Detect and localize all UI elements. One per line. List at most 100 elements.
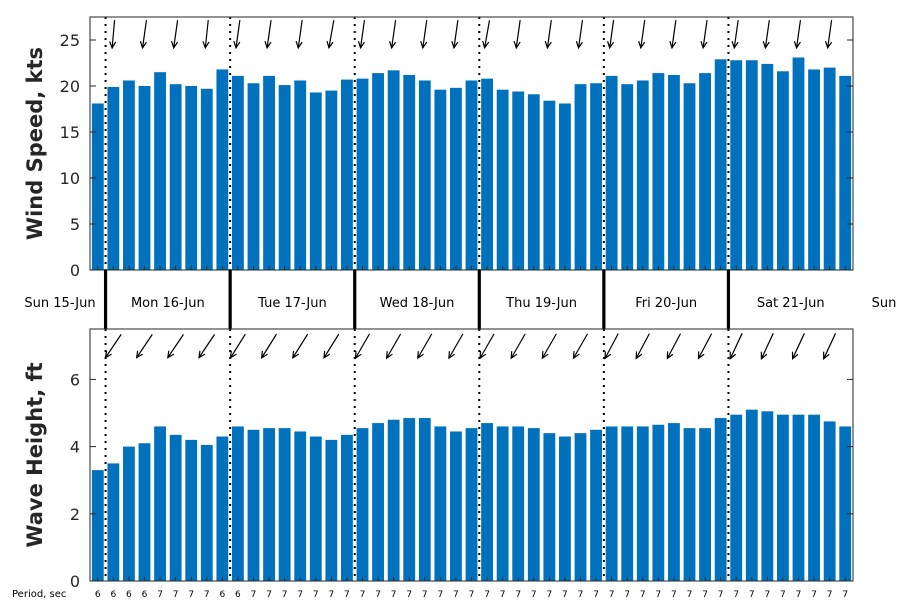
- period-value: 7: [702, 590, 708, 600]
- wave-bar: [107, 463, 120, 581]
- wind-bar: [574, 84, 587, 270]
- wave-bar: [294, 431, 307, 581]
- wind-bar: [200, 88, 213, 270]
- wind-bar: [652, 73, 665, 271]
- wave-direction-arrow: [479, 333, 495, 360]
- period-value: 7: [344, 590, 350, 600]
- period-value: 7: [282, 590, 288, 600]
- period-value: 7: [266, 590, 272, 600]
- wave-direction-arrow: [229, 333, 246, 360]
- wave-bar: [839, 426, 852, 581]
- period-value: 7: [469, 590, 475, 600]
- wind-y-axis-label: Wind Speed, kts: [23, 47, 47, 240]
- day-label: Sun: [872, 296, 897, 311]
- wave-bar: [325, 439, 338, 581]
- wave-bar: [823, 421, 836, 581]
- period-value: 7: [624, 590, 630, 600]
- wave-direction-arrow: [385, 333, 402, 360]
- period-value: 7: [437, 590, 443, 600]
- period-value: 7: [640, 590, 646, 600]
- wave-bar: [527, 428, 540, 581]
- period-value: 7: [687, 590, 693, 600]
- wind-direction-arrow: [575, 20, 584, 50]
- wind-bar: [699, 73, 711, 271]
- wind-bar: [216, 69, 229, 270]
- wind-direction-arrow: [606, 20, 615, 50]
- wave-y-tick-label: 2: [70, 505, 80, 524]
- wind-bar: [621, 84, 634, 270]
- wind-bar: [730, 60, 743, 270]
- wave-bar: [418, 418, 431, 581]
- wave-direction-arrow: [823, 333, 837, 360]
- period-value: 7: [204, 590, 210, 600]
- wind-y-tick-label: 5: [70, 215, 80, 234]
- wind-bar: [418, 80, 431, 270]
- wind-bar: [823, 67, 836, 270]
- period-value: 7: [546, 590, 552, 600]
- period-value: 7: [733, 590, 739, 600]
- period-value: 7: [796, 590, 802, 600]
- day-label: Fri 20-Jun: [635, 296, 697, 311]
- wave-bar: [730, 414, 743, 581]
- wave-bar: [777, 414, 789, 581]
- wave-direction-arrow: [135, 334, 153, 359]
- wind-bar: [232, 75, 244, 270]
- wave-direction-arrow: [104, 334, 122, 359]
- period-value: 7: [562, 590, 568, 600]
- wind-bar: [450, 87, 462, 270]
- wave-bar: [481, 423, 493, 581]
- day-label: Wed 18-Jun: [380, 296, 455, 311]
- wind-bar: [512, 91, 525, 271]
- wave-direction-arrow: [635, 333, 650, 360]
- wave-direction-arrow: [666, 333, 682, 360]
- wave-bar: [621, 426, 634, 581]
- wave-direction-arrow: [323, 333, 340, 360]
- wave-direction-arrow: [541, 333, 557, 360]
- wind-bar: [714, 59, 727, 270]
- wind-bar: [185, 86, 198, 270]
- period-value: 6: [235, 590, 241, 600]
- wave-y-axis-label: Wave Height, ft: [23, 362, 47, 547]
- wave-bar: [169, 434, 182, 581]
- wind-bar: [792, 57, 805, 271]
- period-value: 7: [749, 590, 755, 600]
- wind-direction-arrow: [295, 20, 303, 50]
- wave-bar: [683, 428, 696, 581]
- wind-direction-arrow: [793, 20, 802, 50]
- wind-bar: [309, 92, 322, 270]
- wind-bar: [777, 71, 789, 270]
- wave-direction-arrow: [697, 333, 713, 360]
- wind-bar: [278, 85, 291, 270]
- period-value: 6: [126, 590, 132, 600]
- wind-direction-arrow: [762, 20, 770, 50]
- wind-bar: [636, 80, 649, 270]
- wave-bar: [91, 470, 104, 581]
- wind-bar: [496, 89, 509, 271]
- wind-direction-arrow: [233, 20, 241, 50]
- wave-bar: [138, 443, 151, 581]
- period-value: 7: [391, 590, 397, 600]
- wave-direction-arrow: [604, 333, 619, 360]
- wave-direction-arrow: [791, 333, 805, 360]
- wave-bar: [123, 446, 135, 581]
- wind-direction-arrow: [388, 20, 397, 50]
- wave-height-panel: 0 2 4 6 Wave Height, ft: [23, 328, 854, 591]
- wave-bar: [636, 426, 649, 581]
- period-value: 7: [764, 590, 770, 600]
- wave-bar: [403, 418, 416, 581]
- wave-bar: [387, 419, 400, 581]
- wind-y-tick-label: 20: [60, 77, 80, 96]
- wave-bar: [154, 426, 166, 581]
- period-value: 7: [375, 590, 381, 600]
- day-label: Sat 21-Jun: [757, 296, 825, 311]
- wave-bar: [792, 414, 805, 581]
- wave-bar: [745, 409, 758, 581]
- wave-bar: [372, 423, 384, 581]
- wave-bar: [465, 428, 478, 581]
- wind-bar: [839, 75, 852, 270]
- wave-bar: [309, 436, 322, 581]
- period-value: 7: [406, 590, 412, 600]
- period-value: 7: [360, 590, 366, 600]
- period-value: 7: [422, 590, 428, 600]
- wind-direction-arrow: [420, 20, 428, 50]
